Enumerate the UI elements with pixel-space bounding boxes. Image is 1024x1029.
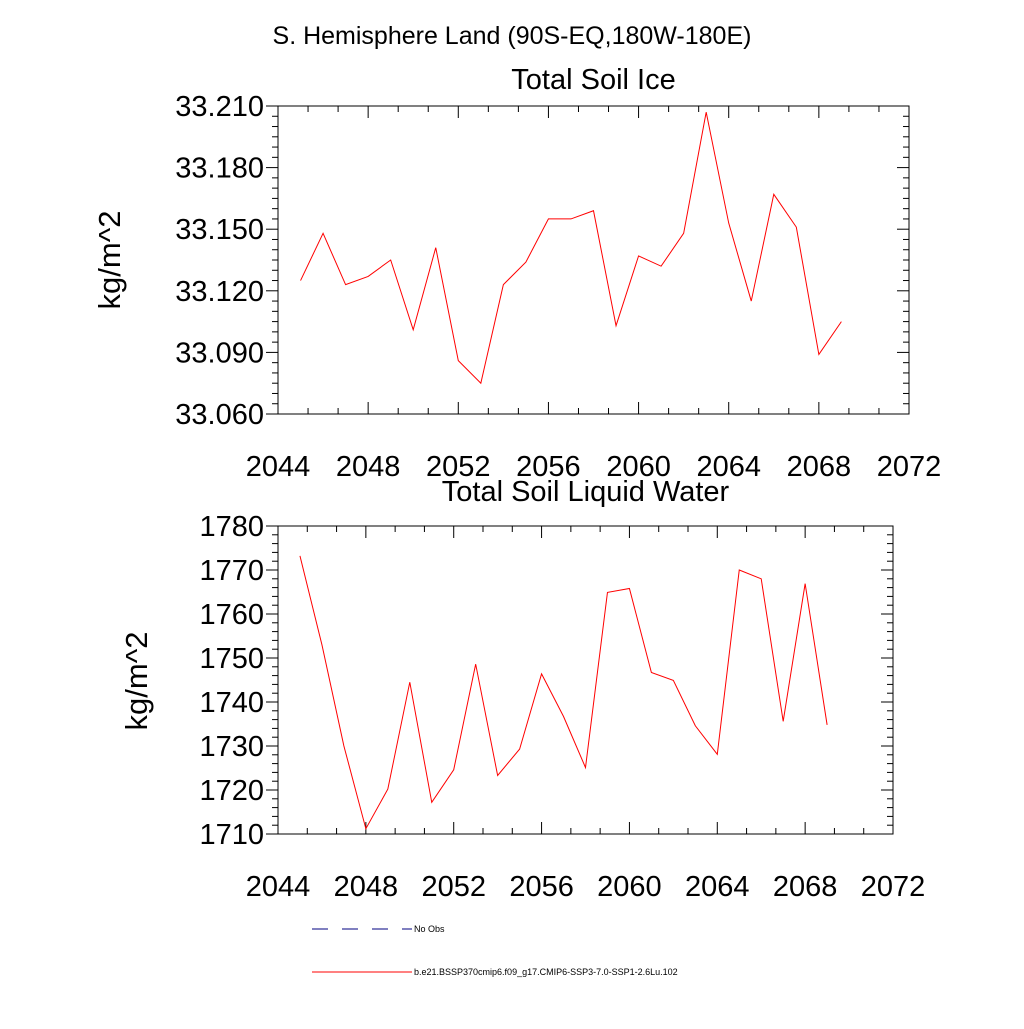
x-tick-label: 2048 bbox=[334, 871, 399, 903]
y-tick-label: 33.060 bbox=[175, 399, 264, 431]
legend-label-1: No Obs bbox=[414, 924, 445, 934]
x-tick-label: 2044 bbox=[246, 871, 311, 903]
y-tick-label: 33.120 bbox=[175, 276, 264, 308]
x-tick-label: 2072 bbox=[877, 451, 942, 483]
plot-panels: Total Soil Ice kg/m^2 2044 2048 2052 2056 2060… bbox=[92, 64, 941, 903]
y-axis-label: kg/m^2 bbox=[119, 632, 154, 731]
y-tick-label: 1730 bbox=[199, 731, 264, 763]
x-tick-label: 2048 bbox=[336, 451, 401, 483]
x-tick-label: 2068 bbox=[773, 871, 838, 903]
plot-title: Total Soil Ice bbox=[511, 64, 675, 96]
y-tick-label: 1740 bbox=[199, 687, 264, 719]
series-line bbox=[300, 112, 842, 385]
y-axis-label: kg/m^2 bbox=[92, 211, 127, 310]
y-tick-label: 1770 bbox=[199, 555, 264, 587]
y-tick-label: 1750 bbox=[199, 643, 264, 675]
x-tick-label: 2060 bbox=[606, 451, 671, 483]
x-tick-label: 2044 bbox=[246, 451, 311, 483]
x-tick-label: 2064 bbox=[685, 871, 750, 903]
plot-frame bbox=[277, 105, 910, 415]
x-tick-label: 2052 bbox=[426, 451, 491, 483]
y-tick-label: 33.090 bbox=[175, 337, 264, 369]
y-tick-label: 33.180 bbox=[175, 153, 264, 185]
x-tick-label: 2068 bbox=[787, 451, 852, 483]
plot-panel-2: Total Soil Liquid Water kg/m^2 2044 2048 205… bbox=[119, 476, 925, 903]
y-tick-label: 1760 bbox=[199, 599, 264, 631]
y-tick-label: 33.150 bbox=[175, 214, 264, 246]
plot-frame bbox=[277, 525, 894, 835]
x-tick-label: 2052 bbox=[421, 871, 486, 903]
y-tick-label: 1780 bbox=[199, 511, 264, 543]
plot-panel-1: Total Soil Ice kg/m^2 2044 2048 2052 2056 2060… bbox=[92, 64, 941, 483]
y-tick-label: 1720 bbox=[199, 775, 264, 807]
y-tick-label: 1710 bbox=[199, 819, 264, 851]
y-tick-label: 33.210 bbox=[175, 91, 264, 123]
plot-title: Total Soil Liquid Water bbox=[442, 476, 730, 508]
main-title: S. Hemisphere Land (90S-EQ,180W-180E) bbox=[273, 22, 752, 50]
x-tick-label: 2072 bbox=[861, 871, 926, 903]
x-tick-label: 2056 bbox=[516, 451, 581, 483]
x-tick-label: 2064 bbox=[696, 451, 761, 483]
series-line bbox=[299, 555, 828, 831]
x-tick-label: 2060 bbox=[597, 871, 662, 903]
legend-label-2: b.e21.BSSP370cmip6.f09_g17.CMIP6-SSP3-7.… bbox=[414, 967, 678, 977]
legend: No Obs b.e21.BSSP370cmip6.f09_g17.CMIP6-S… bbox=[312, 924, 678, 977]
x-tick-label: 2056 bbox=[509, 871, 574, 903]
